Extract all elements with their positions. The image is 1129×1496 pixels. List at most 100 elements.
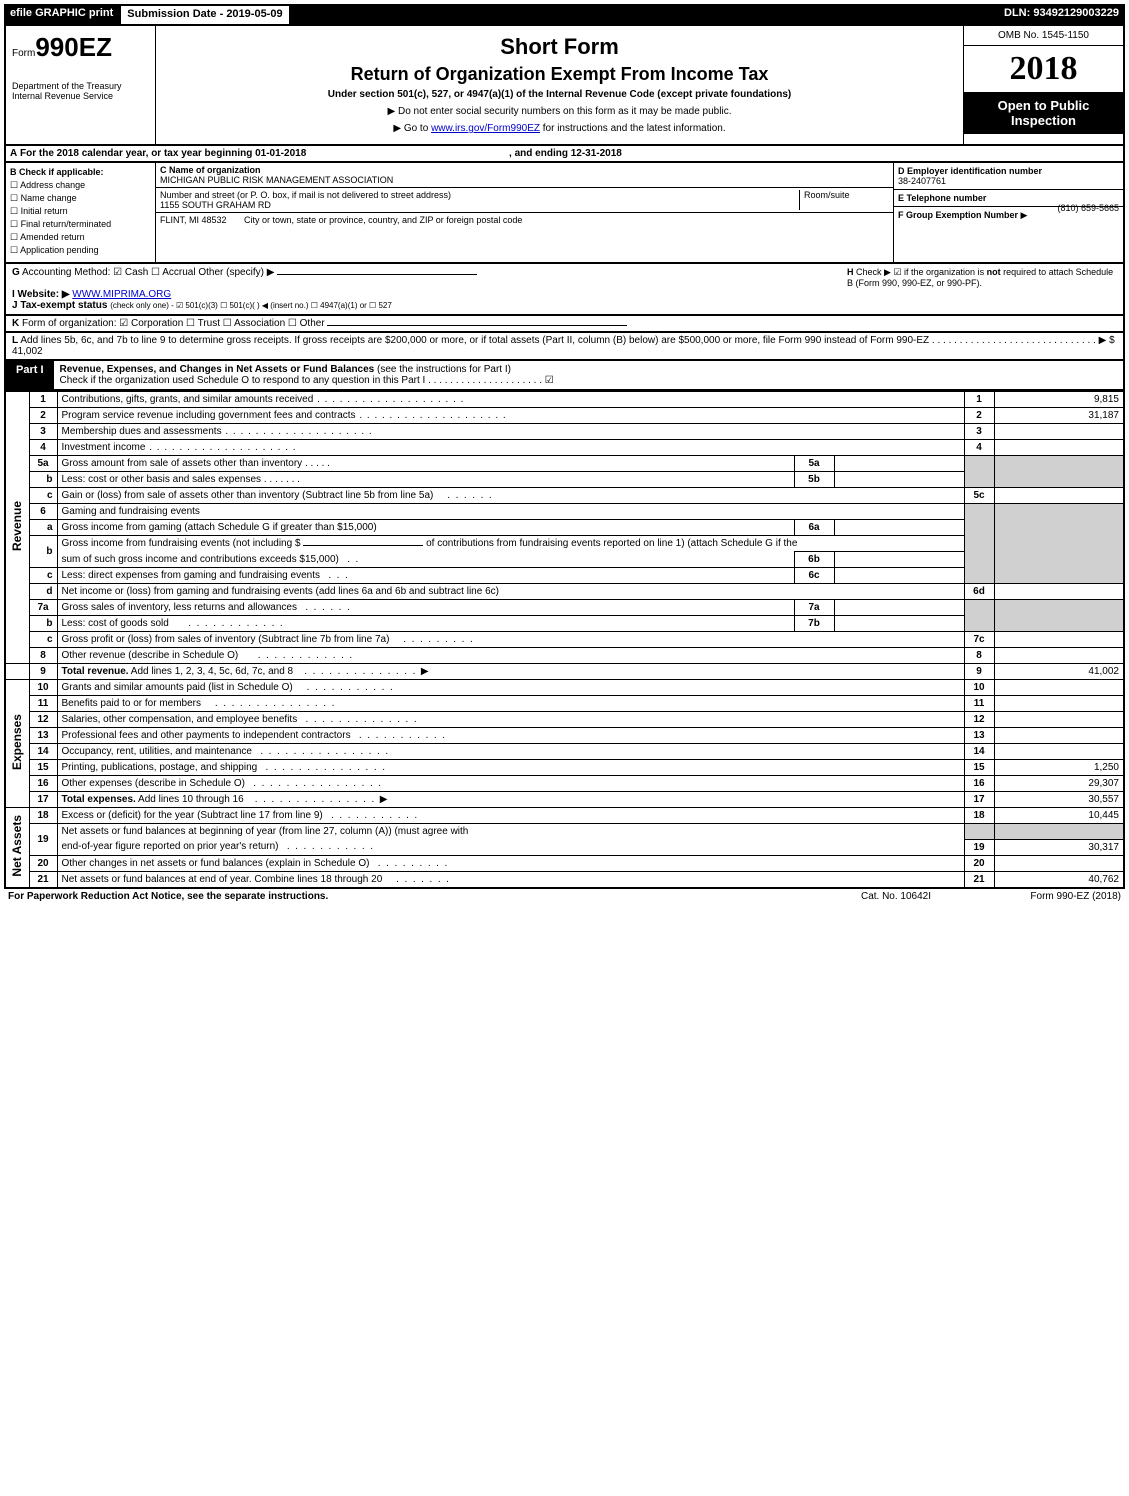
l5c-n: c: [29, 488, 57, 504]
line-3: 3 Membership dues and assessments 3: [5, 424, 1124, 440]
l8-d: Other revenue (describe in Schedule O): [62, 650, 239, 661]
l16-d: Other expenses (describe in Schedule O): [62, 778, 245, 789]
addr-box: Number and street (or P. O. box, if mail…: [156, 188, 893, 213]
l5b-box: 5b: [794, 472, 834, 488]
open-public-1: Open to Public: [998, 98, 1090, 113]
footer-left: For Paperwork Reduction Act Notice, see …: [8, 891, 821, 902]
l6c-d: Less: direct expenses from gaming and fu…: [62, 570, 320, 581]
l8-nc: 8: [964, 648, 994, 664]
grey-19-v: [994, 824, 1124, 840]
room-label: Room/suite: [799, 190, 889, 210]
line-18: Net Assets 18 Excess or (deficit) for th…: [5, 808, 1124, 824]
l21-nc: 21: [964, 871, 994, 888]
l1-n: 1: [29, 392, 57, 408]
j-text: (check only one) - ☑ 501(c)(3) ☐ 501(c)(…: [110, 301, 392, 310]
l17-d2: Add lines 10 through 16: [136, 794, 244, 805]
l15-nc: 15: [964, 760, 994, 776]
l2-nc: 2: [964, 408, 994, 424]
line-6: 6 Gaming and fundraising events: [5, 504, 1124, 520]
l7c-v: [994, 632, 1124, 648]
l18-n: 18: [29, 808, 57, 824]
row-k: K Form of organization: ☑ Corporation ☐ …: [4, 316, 1125, 333]
i-label: I Website: ▶: [12, 289, 70, 300]
phone-value: (810) 659-5665: [1057, 203, 1119, 213]
l-text: Add lines 5b, 6c, and 7b to line 9 to de…: [20, 335, 929, 346]
chk-final: ☐ Final return/terminated: [10, 219, 151, 230]
top-bar: efile GRAPHIC print Submission Date - 20…: [4, 4, 1125, 26]
l18-nc: 18: [964, 808, 994, 824]
l6c-n: c: [29, 568, 57, 584]
l5b-val: [834, 472, 964, 488]
l16-v: 29,307: [994, 776, 1124, 792]
line-5b: b Less: cost or other basis and sales ex…: [5, 472, 1124, 488]
g-text: Accounting Method: ☑ Cash ☐ Accrual Othe…: [22, 267, 274, 278]
row-b-label: B: [10, 167, 17, 177]
k-label: K: [12, 318, 19, 329]
expenses-side: Expenses: [10, 714, 24, 770]
line-4: 4 Investment income 4: [5, 440, 1124, 456]
l11-d: Benefits paid to or for members: [62, 698, 202, 709]
row-b-right: D Employer identification number 38-2407…: [893, 163, 1123, 262]
line-6b-2: sum of such gross income and contributio…: [5, 552, 1124, 568]
l16-n: 16: [29, 776, 57, 792]
l20-n: 20: [29, 855, 57, 871]
part1-header: Part I Revenue, Expenses, and Changes in…: [4, 361, 1125, 391]
l7c-d: Gross profit or (loss) from sales of inv…: [62, 634, 390, 645]
line-15: 15 Printing, publications, postage, and …: [5, 760, 1124, 776]
l8-v: [994, 648, 1124, 664]
ein-box: D Employer identification number 38-2407…: [894, 163, 1123, 190]
row-gh: G Accounting Method: ☑ Cash ☐ Accrual Ot…: [4, 264, 1125, 316]
l9-d: Total revenue.: [62, 666, 129, 677]
omb-number: OMB No. 1545-1150: [964, 26, 1123, 46]
l15-d: Printing, publications, postage, and shi…: [62, 762, 258, 773]
org-name-box: C Name of organization MICHIGAN PUBLIC R…: [156, 163, 893, 188]
line-9: 9 Total revenue. Add lines 1, 2, 3, 4, 5…: [5, 664, 1124, 680]
form-header: Form990EZ Department of the Treasury Int…: [4, 26, 1125, 146]
l6a-n: a: [29, 520, 57, 536]
city-label: City or town, state or province, country…: [244, 215, 522, 225]
l5b-n: b: [29, 472, 57, 488]
line-2: 2 Program service revenue including gove…: [5, 408, 1124, 424]
phone-box: E Telephone number (810) 659-5665: [894, 190, 1123, 207]
row-b-checks: B Check if applicable: ☐ Address change …: [6, 163, 156, 262]
l6c-box: 6c: [794, 568, 834, 584]
l5a-n: 5a: [29, 456, 57, 472]
f-label: F Group Exemption Number: [898, 210, 1018, 220]
tax-year: 2018: [964, 46, 1123, 92]
l15-n: 15: [29, 760, 57, 776]
l4-d: Investment income: [62, 442, 297, 453]
l19-d2: end-of-year figure reported on prior yea…: [62, 841, 279, 852]
revenue-side: Revenue: [10, 501, 24, 551]
ssn-warning: ▶ Do not enter social security numbers o…: [164, 106, 955, 117]
check-if-label: Check if applicable:: [19, 167, 104, 177]
g-label: G: [12, 267, 20, 278]
submission-date: Submission Date - 2019-05-09: [119, 4, 290, 26]
footer-right: Form 990-EZ (2018): [971, 891, 1121, 902]
l14-nc: 14: [964, 744, 994, 760]
grey-7ab-v: [994, 600, 1124, 632]
return-title: Return of Organization Exempt From Incom…: [164, 64, 955, 85]
l2-v: 31,187: [994, 408, 1124, 424]
row-a: A For the 2018 calendar year, or tax yea…: [4, 146, 1125, 163]
part1-title: Revenue, Expenses, and Changes in Net As…: [60, 364, 375, 375]
l5a-val: [834, 456, 964, 472]
l4-nc: 4: [964, 440, 994, 456]
line-10: Expenses 10 Grants and similar amounts p…: [5, 680, 1124, 696]
website-link[interactable]: WWW.MIPRIMA.ORG: [72, 289, 171, 300]
l19-v: 30,317: [994, 839, 1124, 855]
line-5a: 5a Gross amount from sale of assets othe…: [5, 456, 1124, 472]
line-12: 12 Salaries, other compensation, and emp…: [5, 712, 1124, 728]
form-title-box: Short Form Return of Organization Exempt…: [156, 26, 963, 144]
l6b-d1: Gross income from fundraising events (no…: [62, 538, 301, 549]
form-prefix: Form: [12, 48, 35, 59]
l13-n: 13: [29, 728, 57, 744]
irs-link[interactable]: www.irs.gov/Form990EZ: [431, 123, 540, 134]
l12-n: 12: [29, 712, 57, 728]
l17-v: 30,557: [994, 792, 1124, 808]
h-text1: Check ▶ ☑ if the organization is: [856, 267, 987, 277]
line-19a: 19 Net assets or fund balances at beginn…: [5, 824, 1124, 840]
part1-title-box: Revenue, Expenses, and Changes in Net As…: [54, 361, 1123, 389]
short-form-title: Short Form: [164, 34, 955, 60]
l-label: L: [12, 335, 18, 346]
addr-label: Number and street (or P. O. box, if mail…: [160, 190, 451, 200]
